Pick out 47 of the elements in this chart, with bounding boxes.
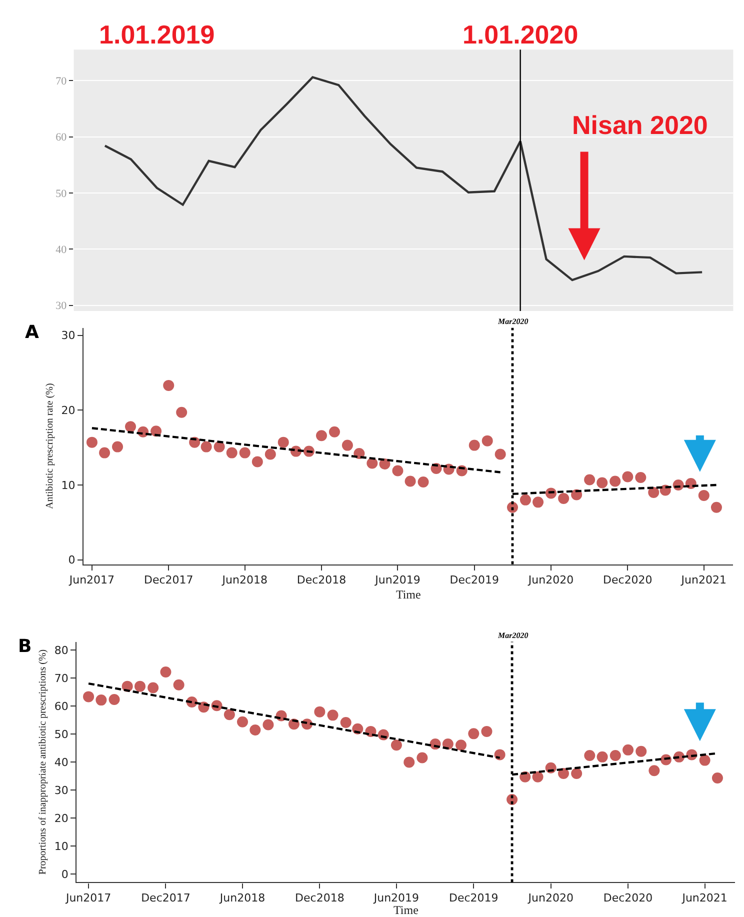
x-axis-title: Time [394,903,418,917]
x-tick-label: Jun2018 [221,574,268,587]
y-tick-label: 40 [56,244,68,256]
x-tick-label: 1.01.2020 [462,19,578,50]
ref-line-label: Mar2020 [497,317,528,326]
x-tick-label: Dec2020 [603,891,653,904]
x-axis-title: Time [396,587,421,602]
y-tick-label: 50 [56,188,68,200]
y-tick-label: 70 [54,672,68,685]
y-tick-label: 10 [54,840,68,853]
x-tick-label: Dec2019 [450,574,500,587]
x-tick-label: Jun2021 [681,891,728,904]
x-tick-label: Jun2017 [68,574,115,587]
x-tick-label: Jun2021 [680,574,726,587]
x-tick-label: Dec2017 [141,891,190,904]
y-tick-label: 70 [56,75,68,88]
y-tick-label: 20 [54,812,68,825]
text: A [25,322,39,343]
x-tick-label: Jun2019 [372,891,420,904]
y-tick-label: 30 [56,300,68,312]
y-tick-label: 30 [54,784,68,797]
y-tick-label: 20 [61,404,76,417]
x-tick-label: Jun2018 [218,891,266,904]
y-tick-label: 10 [61,478,76,492]
x-tick-label: Dec2018 [295,891,344,904]
x-tick-label: Jun2017 [64,891,112,904]
y-tick-label: 80 [54,644,68,657]
y-axis-title: Proportions of inappropriate antibiotic prescriptions (%) [37,649,48,875]
annotation: Nisan 2020 [572,110,708,140]
x-tick-label: Dec2017 [144,574,194,587]
y-tick-label: 50 [54,728,68,741]
x-tick-label: Jun2020 [527,574,574,587]
y-tick-label: 30 [61,329,76,342]
x-tick-label: 1.01.2019 [99,19,215,50]
x-tick-label: Jun2019 [374,574,420,587]
text: B [18,636,32,657]
y-axis-title: Antibiotic prescription rate (%) [44,383,56,509]
y-tick-label: 0 [68,554,76,567]
y-tick-label: 60 [56,132,68,144]
y-tick-label: 40 [54,756,68,769]
y-tick-label: 60 [54,700,68,713]
y-tick-label: 0 [61,868,68,881]
x-tick-label: Jun2020 [527,891,574,904]
x-tick-label: Dec2020 [603,574,652,587]
x-tick-label: Dec2019 [449,891,498,904]
x-tick-label: Dec2018 [296,574,346,587]
ref-line-label: Mar2020 [497,631,528,640]
